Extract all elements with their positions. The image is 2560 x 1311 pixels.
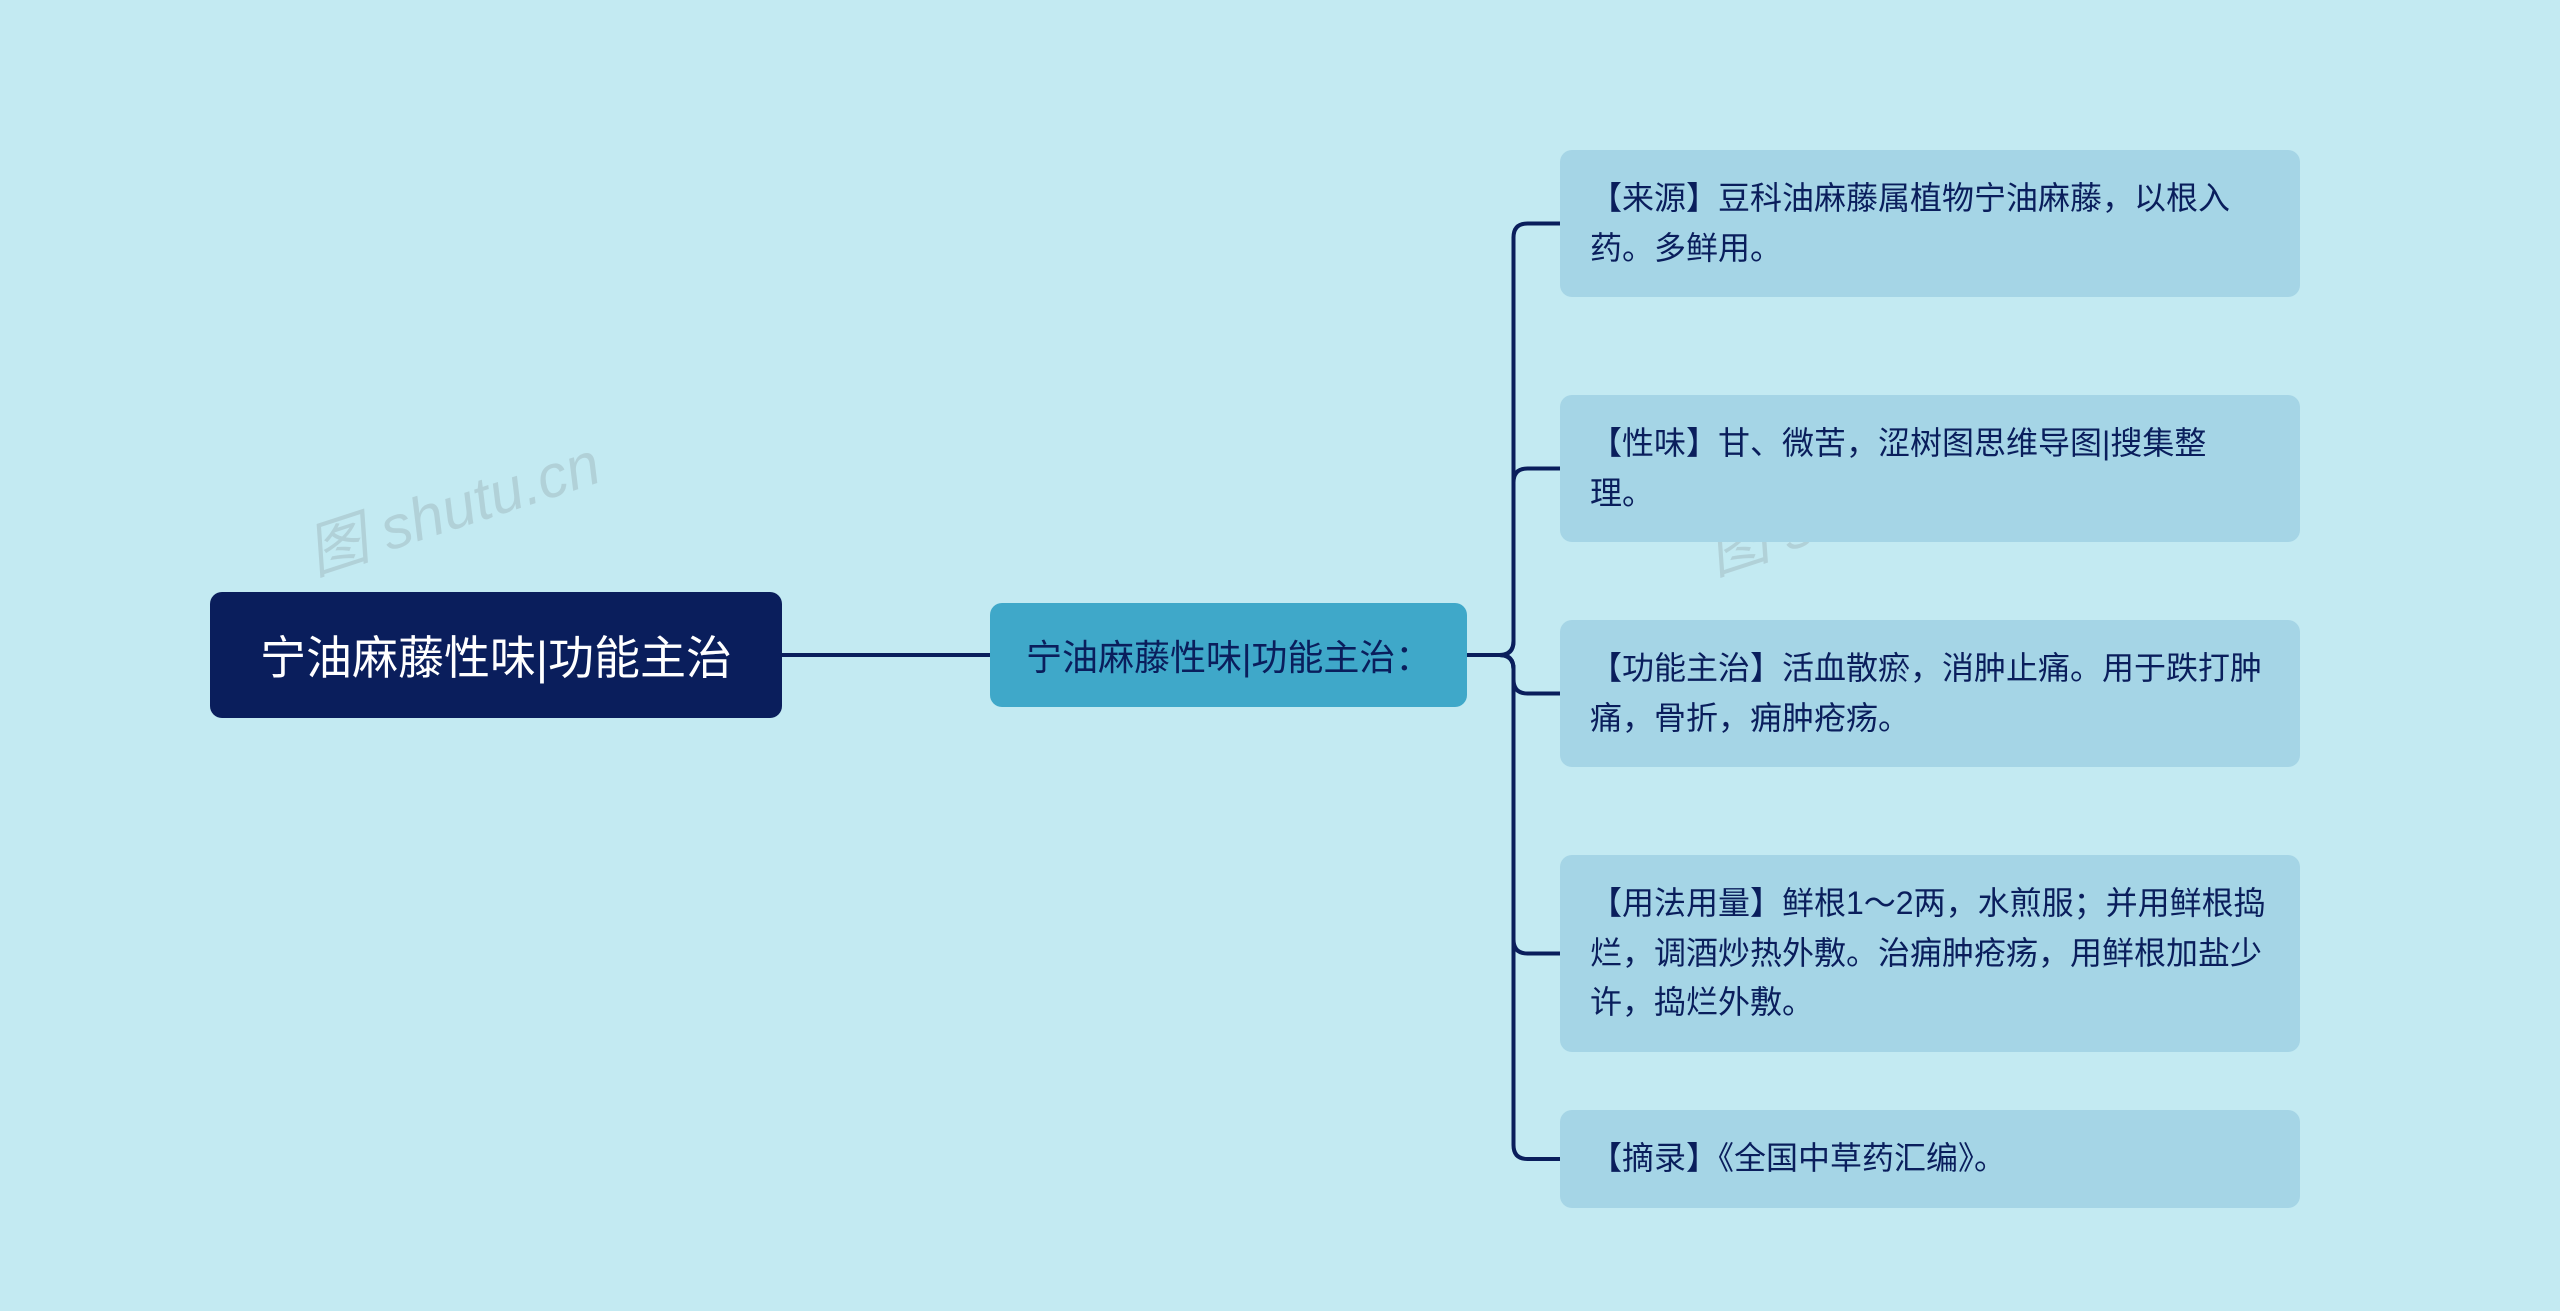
leaf-text: 【用法用量】鲜根1～2两，水煎服；并用鲜根捣烂，调酒炒热外敷。治痈肿疮疡，用鲜根…: [1590, 885, 2266, 1020]
leaf-text: 【功能主治】活血散瘀，消肿止痛。用于跌打肿痛，骨折，痈肿疮疡。: [1590, 650, 2262, 736]
mindmap-leaf-node: 【用法用量】鲜根1～2两，水煎服；并用鲜根捣烂，调酒炒热外敷。治痈肿疮疡，用鲜根…: [1560, 855, 2300, 1052]
mindmap-root-node: 宁油麻藤性味|功能主治: [210, 592, 782, 718]
root-label: 宁油麻藤性味|功能主治: [260, 622, 732, 688]
mindmap-leaf-node: 【功能主治】活血散瘀，消肿止痛。用于跌打肿痛，骨折，痈肿疮疡。: [1560, 620, 2300, 767]
mid-label: 宁油麻藤性味|功能主治：: [1026, 629, 1431, 681]
watermark-1: 图 shutu.cn: [294, 415, 610, 592]
mindmap-leaf-node: 【性味】甘、微苦，涩树图思维导图|搜集整理。: [1560, 395, 2300, 542]
mindmap-leaf-node: 【来源】豆科油麻藤属植物宁油麻藤，以根入药。多鲜用。: [1560, 150, 2300, 297]
watermark-text: 图 shutu.cn: [299, 430, 608, 588]
leaf-text: 【摘录】《全国中草药汇编》。: [1590, 1140, 2006, 1176]
mindmap-leaf-node: 【摘录】《全国中草药汇编》。: [1560, 1110, 2300, 1208]
leaf-text: 【性味】甘、微苦，涩树图思维导图|搜集整理。: [1590, 425, 2206, 511]
leaf-text: 【来源】豆科油麻藤属植物宁油麻藤，以根入药。多鲜用。: [1590, 180, 2230, 266]
mindmap-mid-node: 宁油麻藤性味|功能主治：: [990, 603, 1467, 707]
